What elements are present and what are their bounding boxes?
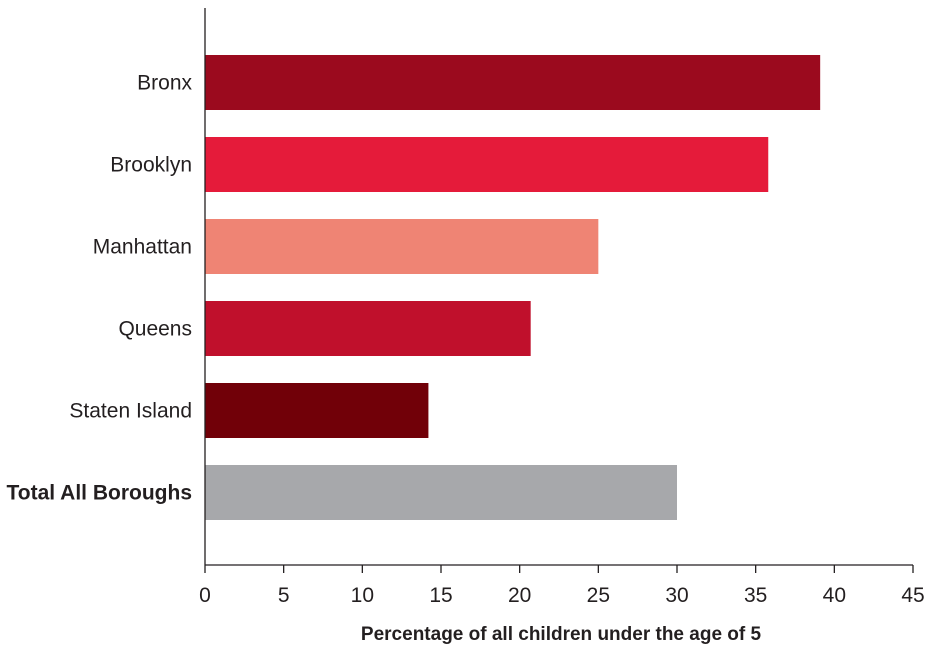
bar-staten-island	[205, 383, 429, 438]
bar-bronx	[205, 55, 821, 110]
category-label-total-all-boroughs: Total All Boroughs	[7, 482, 192, 505]
x-axis-title: Percentage of all children under the age…	[361, 624, 762, 645]
category-label-queens: Queens	[118, 318, 192, 341]
bars-group	[205, 55, 821, 520]
x-tick-label-35: 35	[744, 584, 767, 607]
category-label-brooklyn: Brooklyn	[110, 154, 192, 177]
x-tick-label-20: 20	[508, 584, 531, 607]
category-label-manhattan: Manhattan	[93, 236, 192, 259]
category-label-bronx: Bronx	[137, 72, 192, 95]
bar-manhattan	[205, 219, 599, 274]
x-ticks-group: 0 5 10 15 20 25 30 35 40 45	[199, 565, 925, 607]
category-labels-group: Bronx Brooklyn Manhattan Queens Staten Islan…	[7, 72, 193, 505]
x-tick-label-0: 0	[199, 584, 211, 607]
bar-brooklyn	[205, 137, 769, 192]
category-label-staten-island: Staten Island	[69, 400, 192, 423]
x-tick-label-10: 10	[351, 584, 374, 607]
x-tick-label-5: 5	[278, 584, 290, 607]
x-tick-label-45: 45	[901, 584, 924, 607]
bar-queens	[205, 301, 531, 356]
x-tick-label-15: 15	[429, 584, 452, 607]
x-tick-label-40: 40	[823, 584, 846, 607]
x-tick-label-25: 25	[587, 584, 610, 607]
bar-total-all-boroughs	[205, 465, 677, 520]
x-tick-label-30: 30	[665, 584, 688, 607]
